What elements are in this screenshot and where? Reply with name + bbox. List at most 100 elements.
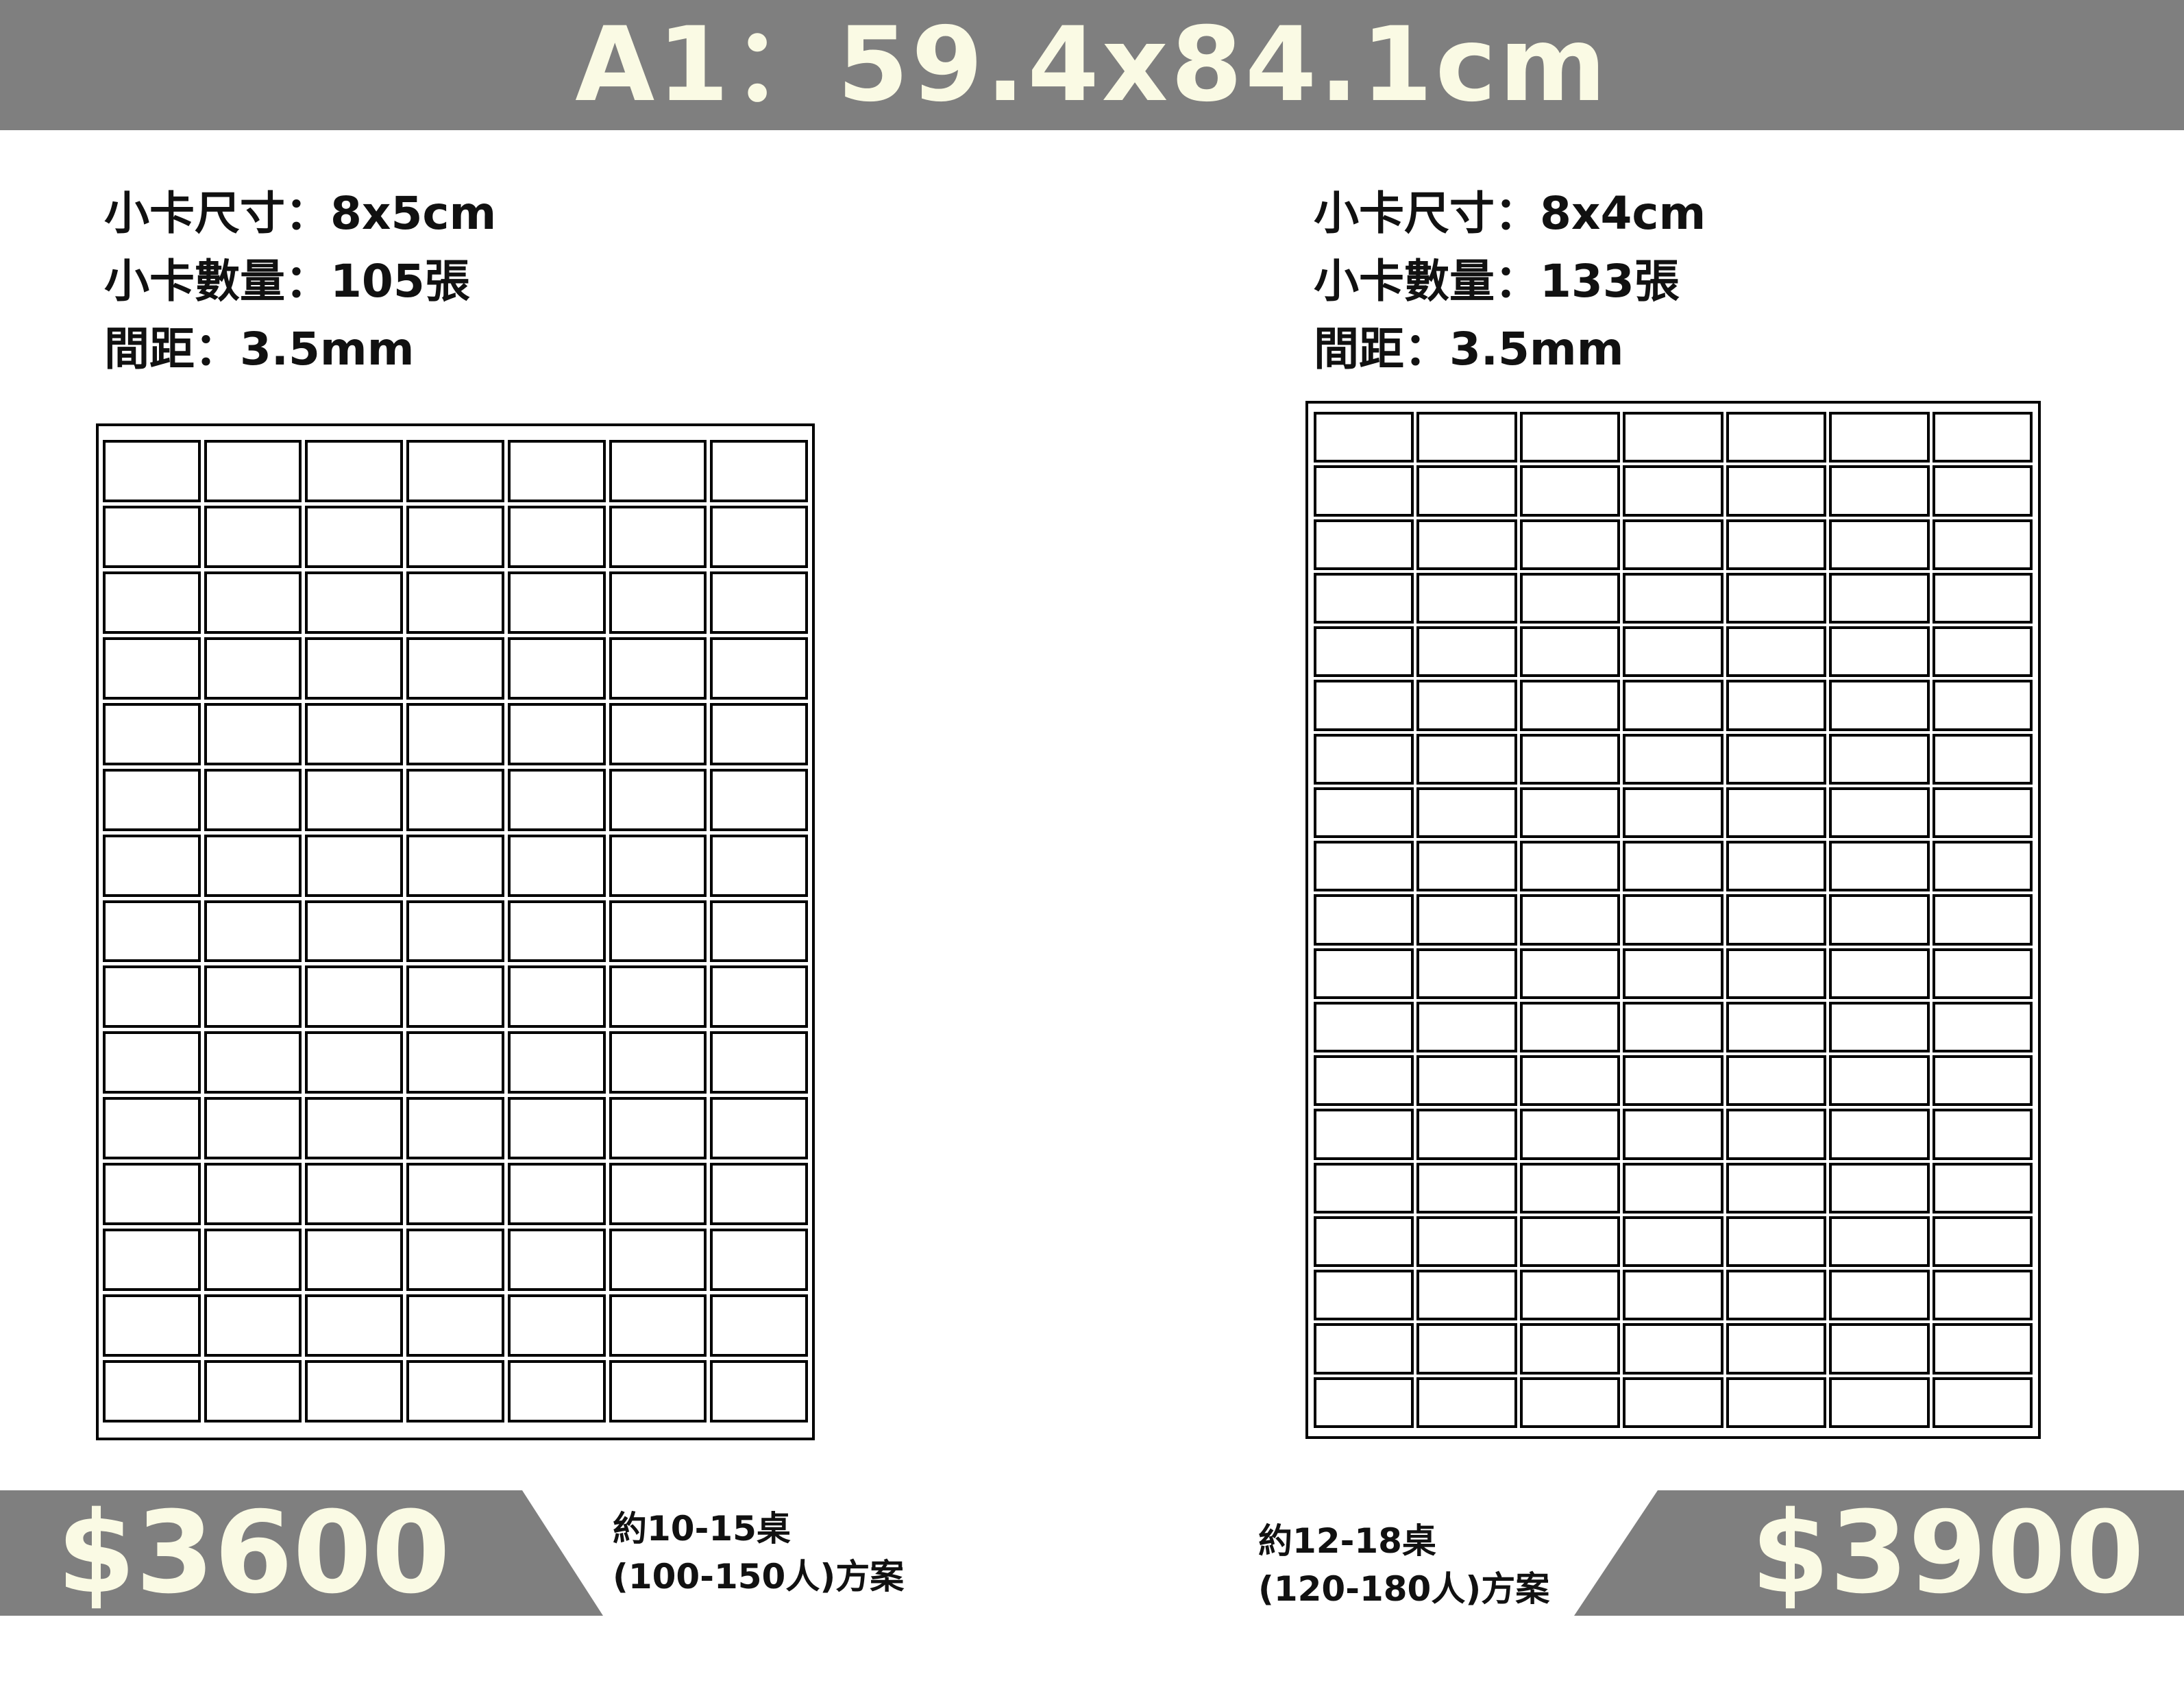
- card-slot: [609, 1097, 707, 1160]
- card-slot: [1726, 1162, 1827, 1214]
- card-slot: [1314, 680, 1414, 731]
- card-slot: [406, 440, 504, 502]
- card-slot: [1623, 1001, 1723, 1053]
- card-slot: [305, 965, 404, 1028]
- card-slot: [1829, 465, 1930, 517]
- card-slot: [609, 1294, 707, 1357]
- card-slot: [1726, 787, 1827, 839]
- card-slot: [1932, 519, 2033, 570]
- card-slot: [103, 702, 201, 765]
- card-size-label: 小卡尺寸：8x4cm: [1314, 187, 1706, 240]
- card-slot: [1314, 465, 1414, 517]
- card-slot: [507, 1294, 606, 1357]
- spacing-label: 間距：3.5mm: [1314, 323, 1624, 375]
- card-slot: [305, 1294, 404, 1357]
- card-slot: [1932, 1323, 2033, 1375]
- card-slot: [305, 1163, 404, 1226]
- card-slot: [103, 1229, 201, 1292]
- card-slot: [103, 1294, 201, 1357]
- card-slot: [507, 1097, 606, 1160]
- card-slot: [1416, 626, 1517, 678]
- card-slot: [1932, 1001, 2033, 1053]
- card-slot: [305, 834, 404, 897]
- card-slot: [1623, 1162, 1723, 1214]
- card-slot: [204, 1229, 302, 1292]
- card-slot: [1519, 519, 1621, 570]
- card-slot: [1932, 1055, 2033, 1107]
- card-slot: [1519, 1055, 1621, 1107]
- card-slot: [710, 637, 808, 700]
- card-slot: [406, 1031, 504, 1094]
- card-slot: [710, 900, 808, 963]
- left-spec-info: 小卡尺寸：8x5cm 小卡數量：105張 間距：3.5mm: [104, 180, 496, 383]
- card-slot: [406, 834, 504, 897]
- card-slot: [1829, 412, 1930, 463]
- card-slot: [204, 637, 302, 700]
- card-slot: [1519, 626, 1621, 678]
- card-slot: [1932, 1109, 2033, 1160]
- card-slot: [1519, 1377, 1621, 1428]
- card-slot: [305, 768, 404, 831]
- card-slot: [609, 1031, 707, 1094]
- card-slot: [710, 440, 808, 502]
- card-slot: [1829, 1216, 1930, 1268]
- card-slot: [609, 965, 707, 1028]
- left-plan-text: 約10-15桌 (100-150人)方案: [613, 1505, 904, 1601]
- card-slot: [1932, 626, 2033, 678]
- card-slot: [1726, 1377, 1827, 1428]
- card-slot: [1416, 1377, 1517, 1428]
- card-slot: [1519, 1001, 1621, 1053]
- card-slot: [1314, 948, 1414, 999]
- card-slot: [1829, 680, 1930, 731]
- card-slot: [1416, 1162, 1517, 1214]
- card-slot: [710, 1360, 808, 1422]
- tables-label: 約10-15桌: [613, 1509, 791, 1549]
- card-slot: [1932, 1270, 2033, 1321]
- card-slot: [1314, 1377, 1414, 1428]
- card-slot: [1314, 894, 1414, 946]
- card-slot: [1519, 841, 1621, 892]
- card-slot: [103, 440, 201, 502]
- card-slot: [1623, 841, 1723, 892]
- card-slot: [1314, 1270, 1414, 1321]
- card-slot: [609, 1229, 707, 1292]
- card-slot: [1314, 1323, 1414, 1375]
- card-slot: [1726, 733, 1827, 785]
- card-slot: [103, 637, 201, 700]
- card-slot: [1623, 1055, 1723, 1107]
- card-slot: [507, 900, 606, 963]
- card-slot: [1314, 1109, 1414, 1160]
- card-slot: [1416, 1323, 1517, 1375]
- card-slot: [1314, 733, 1414, 785]
- card-slot: [1623, 519, 1723, 570]
- card-slot: [305, 900, 404, 963]
- card-slot: [507, 1163, 606, 1226]
- card-slot: [1519, 465, 1621, 517]
- card-slot: [204, 440, 302, 502]
- card-slot: [1416, 1001, 1517, 1053]
- card-slot: [1416, 1270, 1517, 1321]
- card-slot: [103, 965, 201, 1028]
- card-slot: [406, 702, 504, 765]
- card-slot: [507, 965, 606, 1028]
- card-slot: [1726, 1055, 1827, 1107]
- card-slot: [1416, 1055, 1517, 1107]
- card-slot: [305, 1360, 404, 1422]
- card-slot: [1623, 1216, 1723, 1268]
- card-slot: [1726, 572, 1827, 624]
- card-slot: [406, 505, 504, 568]
- card-slot: [406, 965, 504, 1028]
- card-slot: [1726, 1323, 1827, 1375]
- card-slot: [406, 1294, 504, 1357]
- card-slot: [1519, 1109, 1621, 1160]
- card-slot: [204, 702, 302, 765]
- card-slot: [1519, 894, 1621, 946]
- card-slot: [507, 637, 606, 700]
- card-slot: [1932, 572, 2033, 624]
- card-slot: [1314, 1055, 1414, 1107]
- card-slot: [1932, 733, 2033, 785]
- card-slot: [1519, 948, 1621, 999]
- card-slot: [1726, 1001, 1827, 1053]
- card-slot: [406, 1097, 504, 1160]
- card-slot: [204, 1294, 302, 1357]
